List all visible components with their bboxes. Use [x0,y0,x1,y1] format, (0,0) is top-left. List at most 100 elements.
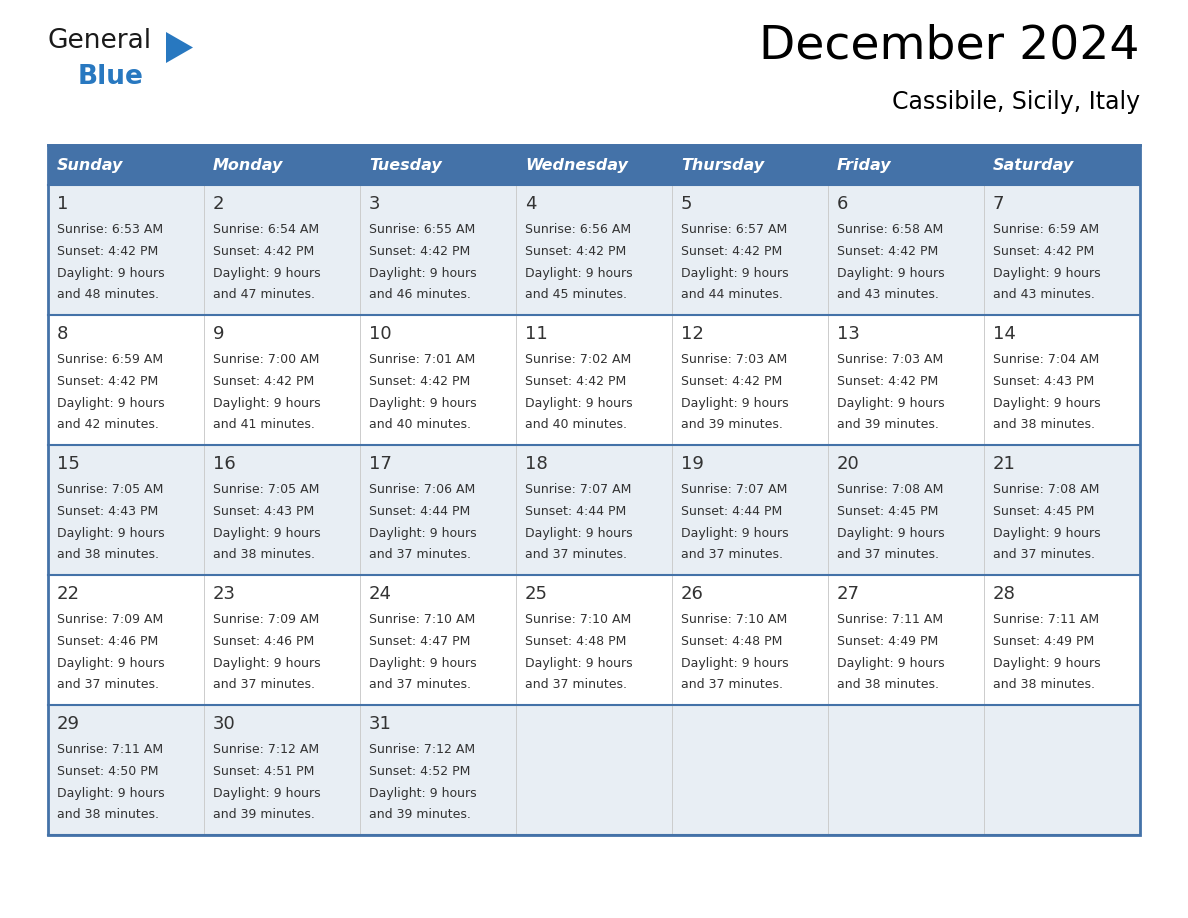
Bar [204,445,360,575]
Text: 15: 15 [57,455,80,473]
Text: Sunset: 4:44 PM: Sunset: 4:44 PM [681,505,782,518]
Text: and 37 minutes.: and 37 minutes. [369,548,470,561]
Bar [828,575,984,705]
Text: 21: 21 [993,455,1016,473]
Bar [984,705,1140,835]
Text: Sunset: 4:42 PM: Sunset: 4:42 PM [525,245,626,258]
Text: 6: 6 [838,195,848,213]
Text: 16: 16 [213,455,235,473]
Text: Sunset: 4:49 PM: Sunset: 4:49 PM [993,635,1094,648]
Text: Daylight: 9 hours: Daylight: 9 hours [993,657,1100,670]
Text: and 37 minutes.: and 37 minutes. [525,548,627,561]
Text: 10: 10 [369,325,392,343]
Text: and 38 minutes.: and 38 minutes. [213,548,315,561]
Text: and 39 minutes.: and 39 minutes. [213,808,315,821]
Text: Sunrise: 6:59 AM: Sunrise: 6:59 AM [993,223,1099,236]
Text: Sunset: 4:52 PM: Sunset: 4:52 PM [369,765,470,778]
Text: Daylight: 9 hours: Daylight: 9 hours [993,267,1100,280]
Text: Sunrise: 6:59 AM: Sunrise: 6:59 AM [57,353,163,366]
Text: 27: 27 [838,585,860,603]
Text: Daylight: 9 hours: Daylight: 9 hours [369,527,476,540]
Bar [516,145,672,185]
Text: Sunrise: 7:10 AM: Sunrise: 7:10 AM [369,613,475,626]
Text: Sunrise: 7:11 AM: Sunrise: 7:11 AM [993,613,1099,626]
Text: 19: 19 [681,455,703,473]
Text: Daylight: 9 hours: Daylight: 9 hours [57,527,165,540]
Text: Daylight: 9 hours: Daylight: 9 hours [369,787,476,800]
Bar [204,705,360,835]
Text: Daylight: 9 hours: Daylight: 9 hours [369,267,476,280]
Text: December 2024: December 2024 [759,23,1140,68]
Text: 4: 4 [525,195,537,213]
Text: Sunset: 4:45 PM: Sunset: 4:45 PM [838,505,939,518]
Polygon shape [166,32,192,63]
Bar [204,185,360,315]
Bar [672,185,828,315]
Text: Sunset: 4:42 PM: Sunset: 4:42 PM [838,375,939,388]
Text: Daylight: 9 hours: Daylight: 9 hours [213,527,321,540]
Text: and 39 minutes.: and 39 minutes. [681,418,783,431]
Text: Monday: Monday [213,158,284,173]
Text: Sunrise: 7:02 AM: Sunrise: 7:02 AM [525,353,631,366]
Text: and 38 minutes.: and 38 minutes. [57,808,159,821]
Text: Daylight: 9 hours: Daylight: 9 hours [525,267,633,280]
Bar [516,445,672,575]
Bar [984,315,1140,445]
Bar [360,575,516,705]
Text: Sunrise: 7:09 AM: Sunrise: 7:09 AM [57,613,163,626]
Text: Sunrise: 7:07 AM: Sunrise: 7:07 AM [681,483,788,496]
Text: General: General [48,28,152,54]
Bar [828,315,984,445]
Text: Sunrise: 7:07 AM: Sunrise: 7:07 AM [525,483,631,496]
Text: Sunrise: 6:53 AM: Sunrise: 6:53 AM [57,223,163,236]
Text: and 42 minutes.: and 42 minutes. [57,418,159,431]
Text: 8: 8 [57,325,69,343]
Text: Sunset: 4:42 PM: Sunset: 4:42 PM [57,375,158,388]
Text: Daylight: 9 hours: Daylight: 9 hours [525,657,633,670]
Bar [516,575,672,705]
Text: Sunset: 4:42 PM: Sunset: 4:42 PM [993,245,1094,258]
Bar [672,145,828,185]
Text: and 38 minutes.: and 38 minutes. [993,418,1095,431]
Bar [48,145,1140,835]
Text: 14: 14 [993,325,1016,343]
Bar [360,185,516,315]
Text: Daylight: 9 hours: Daylight: 9 hours [57,397,165,410]
Text: Daylight: 9 hours: Daylight: 9 hours [681,527,789,540]
Text: Daylight: 9 hours: Daylight: 9 hours [838,267,944,280]
Text: and 47 minutes.: and 47 minutes. [213,288,315,301]
Bar [204,315,360,445]
Text: Daylight: 9 hours: Daylight: 9 hours [993,527,1100,540]
Bar [672,705,828,835]
Text: Blue: Blue [78,64,144,90]
Text: and 37 minutes.: and 37 minutes. [681,678,783,691]
Text: Sunrise: 6:57 AM: Sunrise: 6:57 AM [681,223,788,236]
Text: Sunrise: 7:12 AM: Sunrise: 7:12 AM [213,743,320,756]
Bar [984,145,1140,185]
Text: and 41 minutes.: and 41 minutes. [213,418,315,431]
Text: Sunrise: 6:54 AM: Sunrise: 6:54 AM [213,223,320,236]
Text: Daylight: 9 hours: Daylight: 9 hours [213,787,321,800]
Bar [984,575,1140,705]
Text: 28: 28 [993,585,1016,603]
Text: 18: 18 [525,455,548,473]
Text: and 38 minutes.: and 38 minutes. [838,678,939,691]
Text: Sunset: 4:43 PM: Sunset: 4:43 PM [57,505,158,518]
Bar [672,315,828,445]
Text: Sunset: 4:46 PM: Sunset: 4:46 PM [57,635,158,648]
Text: and 44 minutes.: and 44 minutes. [681,288,783,301]
Bar [360,145,516,185]
Text: 24: 24 [369,585,392,603]
Text: 30: 30 [213,715,235,733]
Text: Sunrise: 7:04 AM: Sunrise: 7:04 AM [993,353,1099,366]
Text: Sunset: 4:42 PM: Sunset: 4:42 PM [57,245,158,258]
Text: and 38 minutes.: and 38 minutes. [993,678,1095,691]
Text: Sunrise: 6:55 AM: Sunrise: 6:55 AM [369,223,475,236]
Text: Sunrise: 7:11 AM: Sunrise: 7:11 AM [57,743,163,756]
Text: Sunset: 4:42 PM: Sunset: 4:42 PM [213,375,315,388]
Text: Sunset: 4:42 PM: Sunset: 4:42 PM [369,245,470,258]
Text: Sunrise: 7:06 AM: Sunrise: 7:06 AM [369,483,475,496]
Text: Daylight: 9 hours: Daylight: 9 hours [838,657,944,670]
Text: Daylight: 9 hours: Daylight: 9 hours [369,397,476,410]
Text: Friday: Friday [838,158,892,173]
